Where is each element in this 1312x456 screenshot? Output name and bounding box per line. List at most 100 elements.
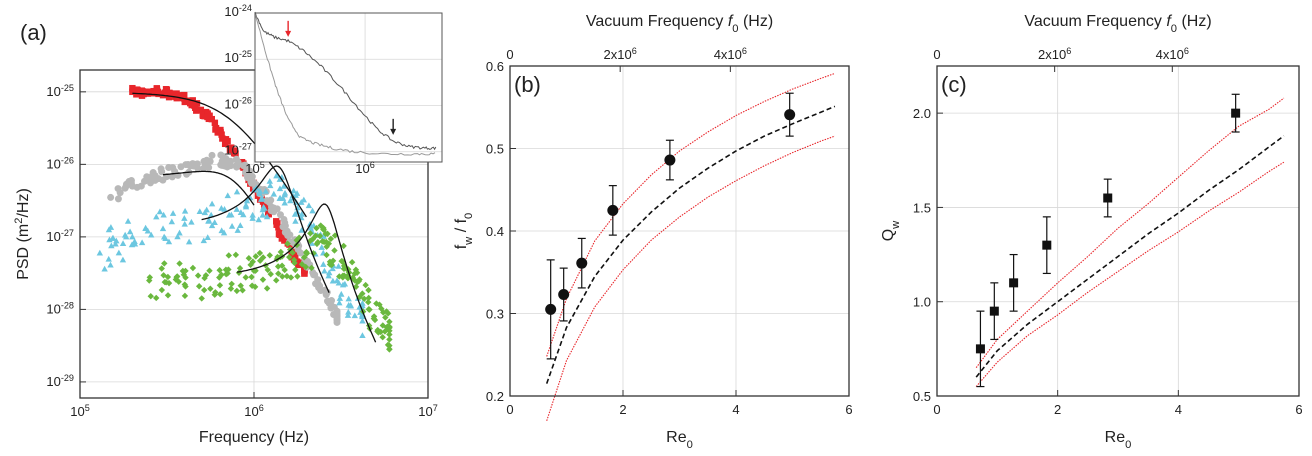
data-point [341, 280, 349, 287]
data-point [298, 199, 305, 205]
data-point [167, 90, 174, 97]
data-point [189, 264, 197, 272]
data-point [233, 160, 241, 168]
data-point [323, 251, 330, 259]
x-axis-label: Re0 [1105, 429, 1132, 451]
data-point [165, 163, 173, 171]
data-point [245, 254, 253, 262]
data-point [165, 93, 173, 101]
x-tick-label: 2 [619, 402, 626, 417]
data-point [290, 256, 298, 264]
data-point [119, 256, 127, 263]
data-point [309, 235, 317, 243]
data-point [204, 234, 211, 240]
data-point [283, 272, 291, 280]
data-point [151, 172, 159, 180]
data-point [200, 237, 207, 244]
data-point [281, 266, 288, 274]
data-point [218, 271, 225, 278]
data-point [362, 281, 369, 289]
data-point [240, 211, 247, 218]
data-point [336, 273, 343, 280]
data-point [356, 276, 363, 283]
data-point [351, 312, 359, 319]
data-point [197, 106, 205, 114]
data-point [290, 187, 297, 194]
model-curve-0 [545, 105, 836, 384]
y-tick-label: 0.5 [913, 389, 931, 404]
data-point [263, 213, 271, 220]
data-point [262, 188, 269, 194]
data-point [386, 342, 393, 349]
data-point [258, 196, 265, 202]
data-point [296, 249, 304, 257]
data-point [134, 86, 141, 94]
data-point [233, 188, 241, 195]
inset-curve-1 [254, 12, 436, 156]
inset-frame [254, 12, 443, 163]
data-point [225, 266, 232, 273]
data-point [154, 88, 162, 96]
y-tick-label: 1.0 [913, 295, 931, 310]
top-tick-label: 2x106 [604, 46, 637, 62]
data-point [267, 270, 274, 278]
inset-curve-0 [254, 11, 437, 151]
data-point [325, 272, 332, 279]
data-point [128, 182, 136, 190]
data-point [359, 332, 366, 338]
data-point [164, 292, 172, 299]
data-point [281, 191, 288, 198]
data-point [281, 199, 288, 206]
data-point [113, 237, 120, 244]
data-point [295, 234, 303, 241]
inset-y-tick-label: 10-27 [224, 142, 252, 158]
model-curve-1 [546, 72, 836, 357]
data-point [224, 192, 231, 199]
data-point [96, 249, 104, 256]
data-point [298, 211, 305, 217]
data-point [313, 224, 320, 232]
data-point [124, 217, 132, 224]
data-point [228, 280, 235, 288]
x-axis-label: Frequency (Hz) [199, 429, 309, 446]
data-point [365, 306, 373, 313]
data-point [259, 254, 267, 261]
data-point [158, 265, 165, 272]
data-point [195, 283, 203, 290]
data-point [182, 267, 189, 275]
data-point [273, 221, 280, 228]
data-point [292, 253, 299, 260]
data-point [279, 195, 287, 201]
data-point [359, 313, 366, 319]
data-point [144, 176, 152, 184]
data-point [307, 230, 314, 237]
x-tick-label: 2 [1054, 402, 1061, 417]
data-point [308, 264, 315, 272]
data-point [108, 242, 115, 249]
data-point [305, 202, 313, 209]
data-point [218, 227, 225, 234]
data-point [221, 140, 229, 148]
data-point [201, 209, 209, 216]
data-point [243, 197, 251, 204]
data-point [221, 156, 229, 164]
data-point [236, 265, 244, 272]
data-point [351, 277, 359, 284]
data-point [259, 211, 266, 218]
data-point [318, 244, 325, 250]
top-tick-label: 0 [506, 47, 513, 62]
fit-curve-green [236, 203, 377, 343]
data-point [129, 233, 136, 240]
data-point [215, 128, 223, 136]
data-point [148, 231, 155, 238]
panel-a: 105 106 107 10-29 10-28 10-27 10-26 10-25 Freque… [13, 3, 443, 446]
data-point [384, 310, 392, 317]
data-point [206, 267, 213, 274]
data-point [175, 278, 182, 285]
data-point [365, 286, 372, 294]
y-axis-label: Qw [880, 220, 902, 241]
data-point [280, 183, 288, 189]
x-tick-label: 4 [732, 402, 739, 417]
data-point [246, 172, 254, 180]
x-tick-label: 6 [845, 402, 852, 417]
